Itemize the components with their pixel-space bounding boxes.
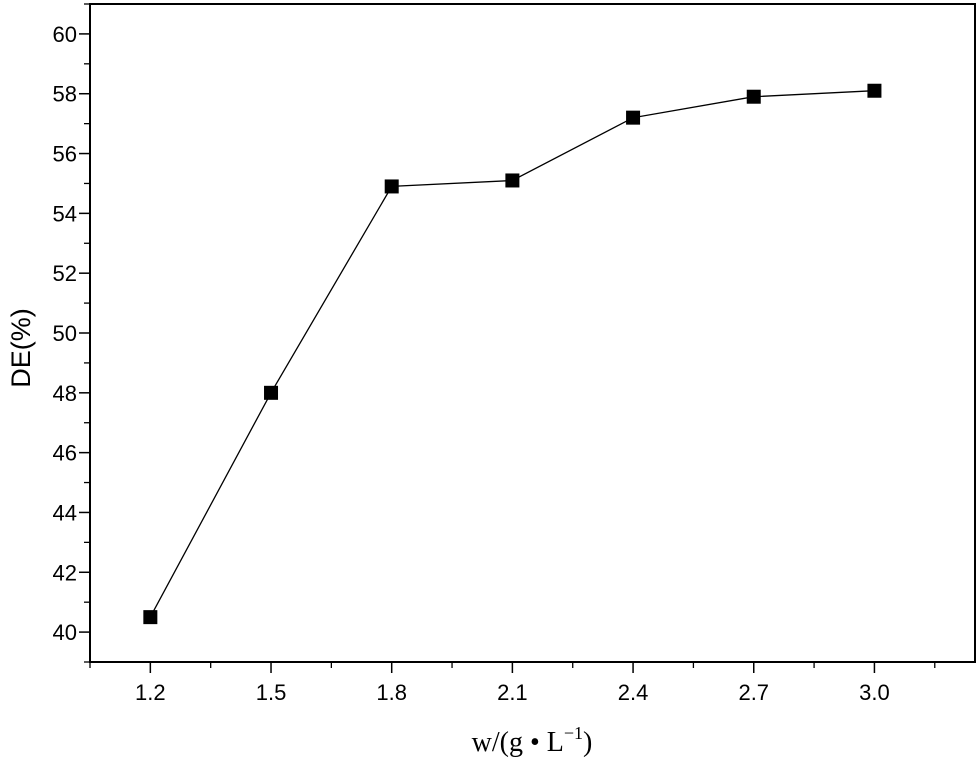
data-point bbox=[626, 110, 641, 125]
plot-frame bbox=[89, 3, 976, 663]
series-group bbox=[143, 83, 882, 625]
data-point bbox=[264, 385, 279, 400]
series-line bbox=[149, 90, 875, 618]
x-axis-title-close: ) bbox=[583, 727, 592, 758]
y-tick-label: 56 bbox=[53, 142, 77, 167]
x-tick-label: 2.7 bbox=[738, 680, 769, 705]
x-axis-title: w/(g • L−1) bbox=[472, 723, 593, 758]
x-axis-title-sup: −1 bbox=[564, 723, 583, 743]
y-axis-ticks: 40 42 44 46 48 50 52 54 56 58 60 bbox=[53, 3, 90, 663]
y-tick-label: 44 bbox=[53, 500, 77, 525]
x-tick-label: 1.2 bbox=[135, 680, 166, 705]
y-tick-label: 58 bbox=[53, 82, 77, 107]
x-tick-label: 3.0 bbox=[859, 680, 890, 705]
y-axis-title: DE(%) bbox=[6, 308, 36, 388]
x-tick-label: 1.5 bbox=[256, 680, 287, 705]
x-tick-label: 2.1 bbox=[497, 680, 528, 705]
data-point bbox=[867, 83, 882, 98]
data-point bbox=[384, 179, 399, 194]
y-tick-label: 40 bbox=[53, 620, 77, 645]
y-tick-label: 50 bbox=[53, 321, 77, 346]
y-tick-label: 42 bbox=[53, 560, 77, 585]
x-axis-ticks: 1.2 1.5 1.8 2.1 2.4 2.7 3.0 bbox=[89, 662, 936, 705]
x-tick-label: 2.4 bbox=[618, 680, 649, 705]
y-tick-label: 48 bbox=[53, 381, 77, 406]
y-tick-label: 60 bbox=[53, 22, 77, 47]
y-tick-label: 46 bbox=[53, 441, 77, 466]
x-tick-label: 1.8 bbox=[376, 680, 407, 705]
y-tick-label: 54 bbox=[53, 201, 77, 226]
data-point bbox=[143, 610, 158, 625]
x-axis-title-main: w/(g • L bbox=[472, 727, 564, 758]
data-point bbox=[505, 173, 520, 188]
data-point bbox=[746, 89, 761, 104]
y-tick-label: 52 bbox=[53, 261, 77, 286]
